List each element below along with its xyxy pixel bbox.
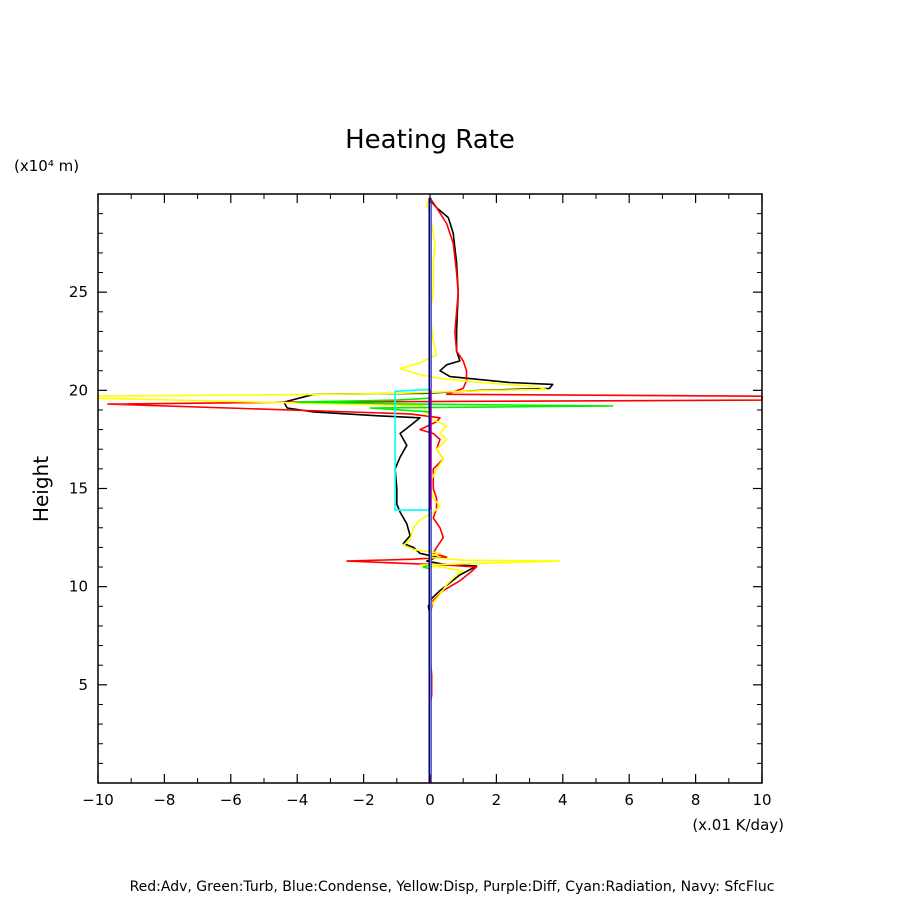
- x-tick-label-9: 8: [691, 791, 701, 809]
- y-unit-label: (x10⁴ m): [14, 157, 79, 175]
- series-line-6: [394, 197, 431, 783]
- series-line-2: [97, 197, 561, 783]
- series-line-3: [296, 197, 614, 783]
- x-unit-label: (x.01 K/day): [692, 816, 784, 834]
- y-tick-label-4: 25: [69, 283, 88, 301]
- y-tick-label-1: 10: [69, 578, 88, 596]
- x-tick-label-4: −2: [353, 791, 375, 809]
- series-layer: [97, 197, 763, 783]
- x-tick-label-8: 6: [624, 791, 634, 809]
- x-tick-label-1: −8: [153, 791, 175, 809]
- legend-note: Red:Adv, Green:Turb, Blue:Condense, Yell…: [130, 879, 775, 895]
- y-tick-label-2: 15: [69, 480, 88, 498]
- y-tick-label-3: 20: [69, 381, 88, 399]
- x-tick-label-3: −4: [286, 791, 308, 809]
- x-tick-label-6: 2: [492, 791, 502, 809]
- x-tick-label-7: 4: [558, 791, 568, 809]
- ticks-layer: −10 −8 −6 −4 −2 0 2 4 6 8 10 5 10 15 20 25: [69, 194, 772, 809]
- series-line-1: [107, 197, 763, 783]
- series-line-0: [283, 199, 554, 783]
- x-tick-label-2: −6: [220, 791, 242, 809]
- x-tick-label-10: 10: [752, 791, 771, 809]
- y-tick-label-0: 5: [78, 676, 88, 694]
- y-axis-label: Height: [29, 456, 53, 522]
- chart-title: Heating Rate: [345, 125, 515, 155]
- x-tick-label-0: −10: [82, 791, 114, 809]
- x-tick-label-5: 0: [425, 791, 435, 809]
- plot-frame: [97, 193, 763, 784]
